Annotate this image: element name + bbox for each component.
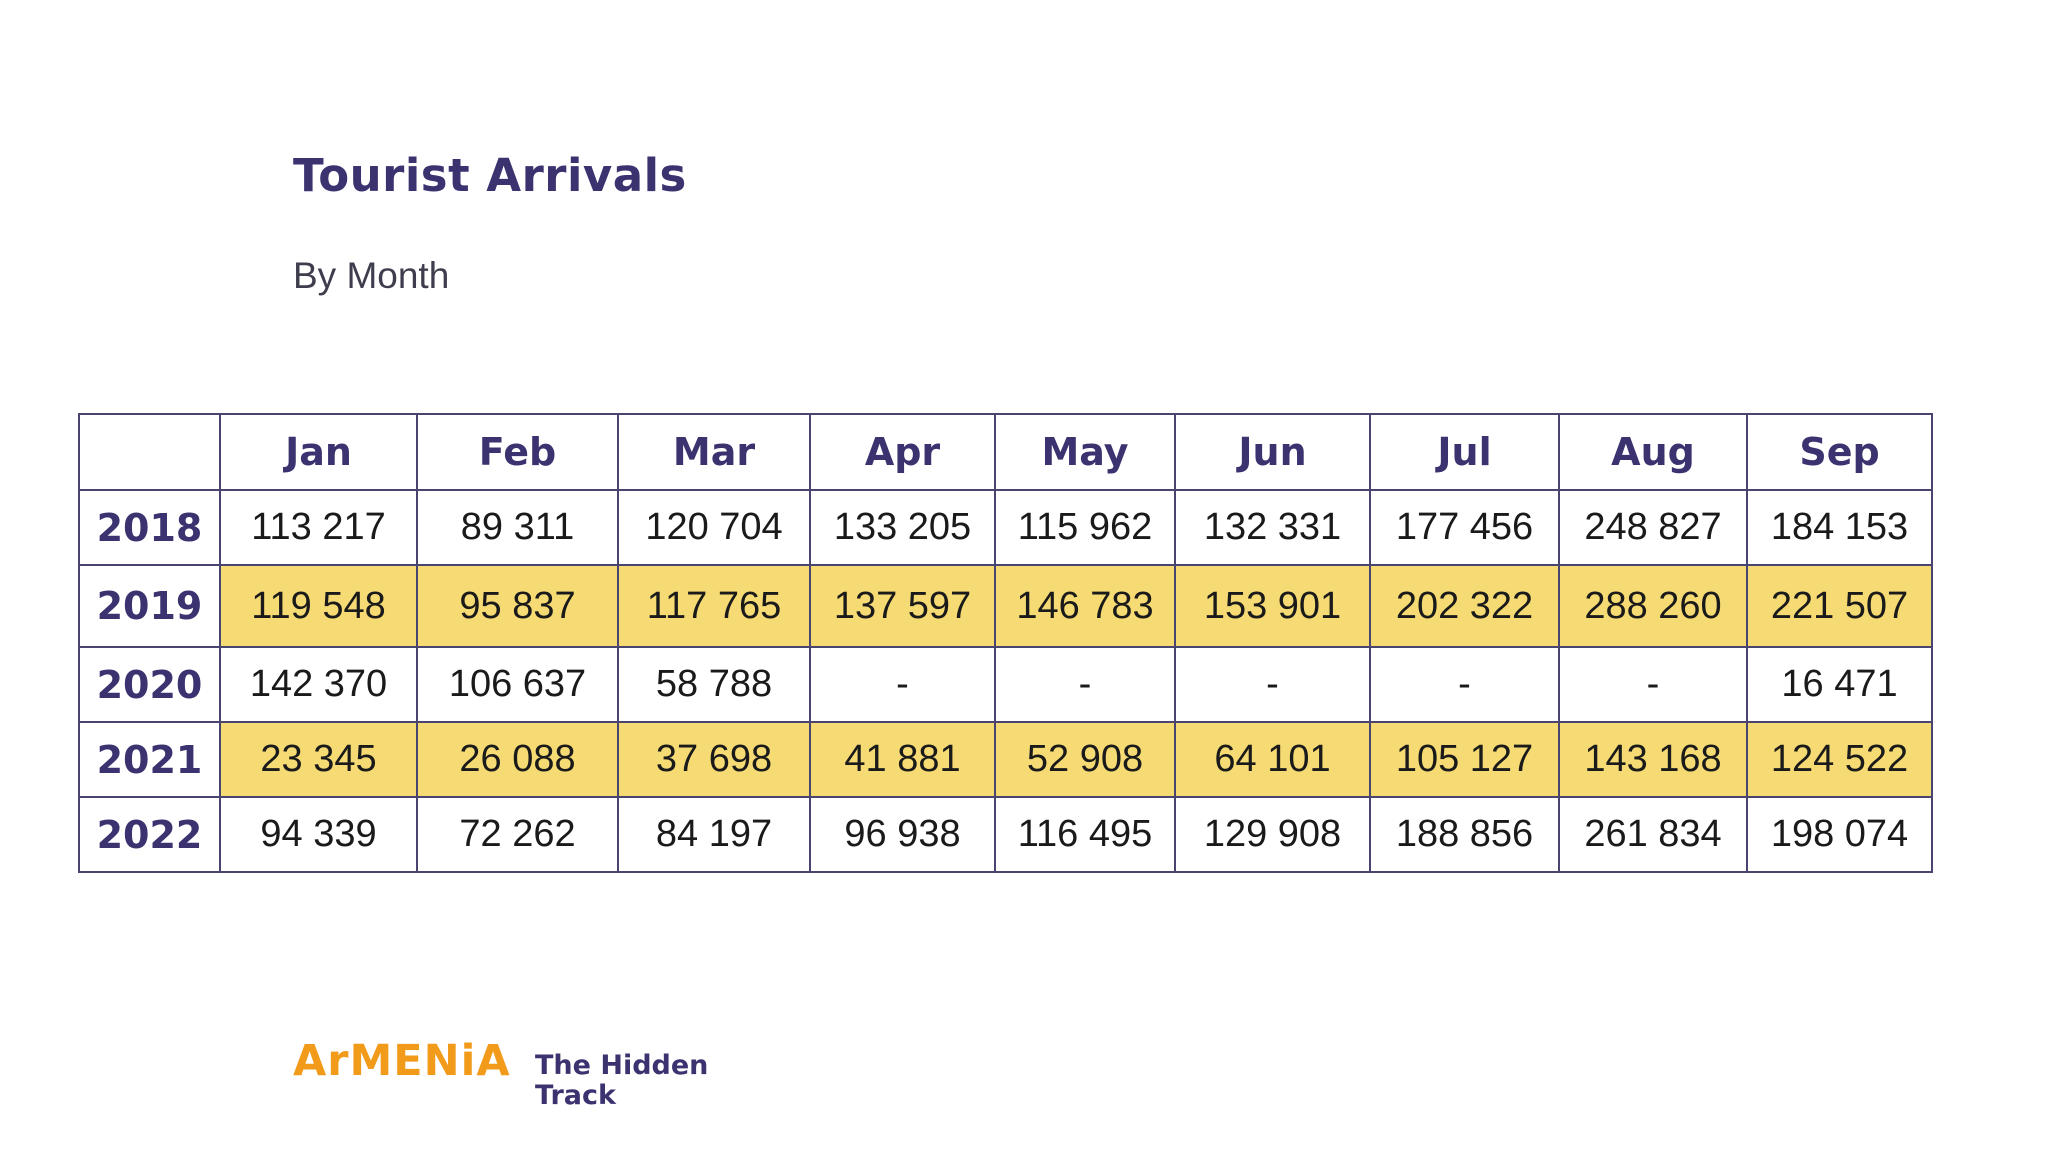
table-cell: 16 471	[1746, 646, 1933, 723]
table-cell: 198 074	[1746, 796, 1933, 873]
table-cell: 129 908	[1174, 796, 1371, 873]
table-cell: 142 370	[219, 646, 418, 723]
row-header-year: 2022	[78, 796, 221, 873]
row-header-year: 2019	[78, 564, 221, 648]
table-cell: 261 834	[1558, 796, 1748, 873]
table-cell: 105 127	[1369, 721, 1560, 798]
table-cell: 117 765	[617, 564, 811, 648]
table-cell: 94 339	[219, 796, 418, 873]
page-title: Tourist Arrivals	[293, 149, 687, 202]
table-cell: 84 197	[617, 796, 811, 873]
table-cell: 119 548	[219, 564, 418, 648]
table-cell: 288 260	[1558, 564, 1748, 648]
column-header: May	[994, 413, 1176, 491]
table-cell: 95 837	[416, 564, 619, 648]
table-cell: 133 205	[809, 489, 996, 566]
table-cell: 124 522	[1746, 721, 1933, 798]
corner-cell	[78, 413, 221, 491]
table-cell: 106 637	[416, 646, 619, 723]
table-header-row: Jan Feb Mar Apr May Jun Jul Aug Sep	[78, 413, 1933, 491]
table-cell: -	[994, 646, 1176, 723]
table-row: 2022 94 339 72 262 84 197 96 938 116 495…	[78, 796, 1933, 873]
table-cell: 72 262	[416, 796, 619, 873]
table-cell: 188 856	[1369, 796, 1560, 873]
table-cell: 89 311	[416, 489, 619, 566]
column-header: Jul	[1369, 413, 1560, 491]
table-cell: 132 331	[1174, 489, 1371, 566]
tourist-arrivals-table: Jan Feb Mar Apr May Jun Jul Aug Sep 2018…	[78, 413, 1933, 873]
row-header-year: 2018	[78, 489, 221, 566]
table-cell: 64 101	[1174, 721, 1371, 798]
table-cell: -	[809, 646, 996, 723]
table-cell: 116 495	[994, 796, 1176, 873]
row-header-year: 2021	[78, 721, 221, 798]
table-cell: 202 322	[1369, 564, 1560, 648]
table-cell: 146 783	[994, 564, 1176, 648]
table-cell: 23 345	[219, 721, 418, 798]
table-cell: 120 704	[617, 489, 811, 566]
table-cell: 52 908	[994, 721, 1176, 798]
table-cell: 115 962	[994, 489, 1176, 566]
column-header: Feb	[416, 413, 619, 491]
row-header-year: 2020	[78, 646, 221, 723]
page-subtitle: By Month	[293, 255, 450, 296]
table-cell: -	[1174, 646, 1371, 723]
table-cell: 153 901	[1174, 564, 1371, 648]
table-cell: 26 088	[416, 721, 619, 798]
logo-wordmark: ArMENiA	[293, 1036, 511, 1086]
column-header: Jan	[219, 413, 418, 491]
table-row: 2019 119 548 95 837 117 765 137 597 146 …	[78, 564, 1933, 648]
column-header: Jun	[1174, 413, 1371, 491]
column-header: Apr	[809, 413, 996, 491]
logo-tagline: The Hidden Track	[535, 1050, 709, 1111]
table-cell: -	[1369, 646, 1560, 723]
table-cell: -	[1558, 646, 1748, 723]
table-row: 2020 142 370 106 637 58 788 - - - - - 16…	[78, 646, 1933, 723]
column-header: Mar	[617, 413, 811, 491]
table-cell: 221 507	[1746, 564, 1933, 648]
table-cell: 184 153	[1746, 489, 1933, 566]
table-cell: 177 456	[1369, 489, 1560, 566]
armenia-logo: ArMENiA The Hidden Track	[293, 1036, 753, 1116]
column-header: Aug	[1558, 413, 1748, 491]
table-row: 2018 113 217 89 311 120 704 133 205 115 …	[78, 489, 1933, 566]
table-cell: 248 827	[1558, 489, 1748, 566]
table-cell: 37 698	[617, 721, 811, 798]
column-header: Sep	[1746, 413, 1933, 491]
table-cell: 41 881	[809, 721, 996, 798]
table-cell: 113 217	[219, 489, 418, 566]
table-cell: 58 788	[617, 646, 811, 723]
table-row: 2021 23 345 26 088 37 698 41 881 52 908 …	[78, 721, 1933, 798]
table-cell: 143 168	[1558, 721, 1748, 798]
table-cell: 137 597	[809, 564, 996, 648]
table-cell: 96 938	[809, 796, 996, 873]
